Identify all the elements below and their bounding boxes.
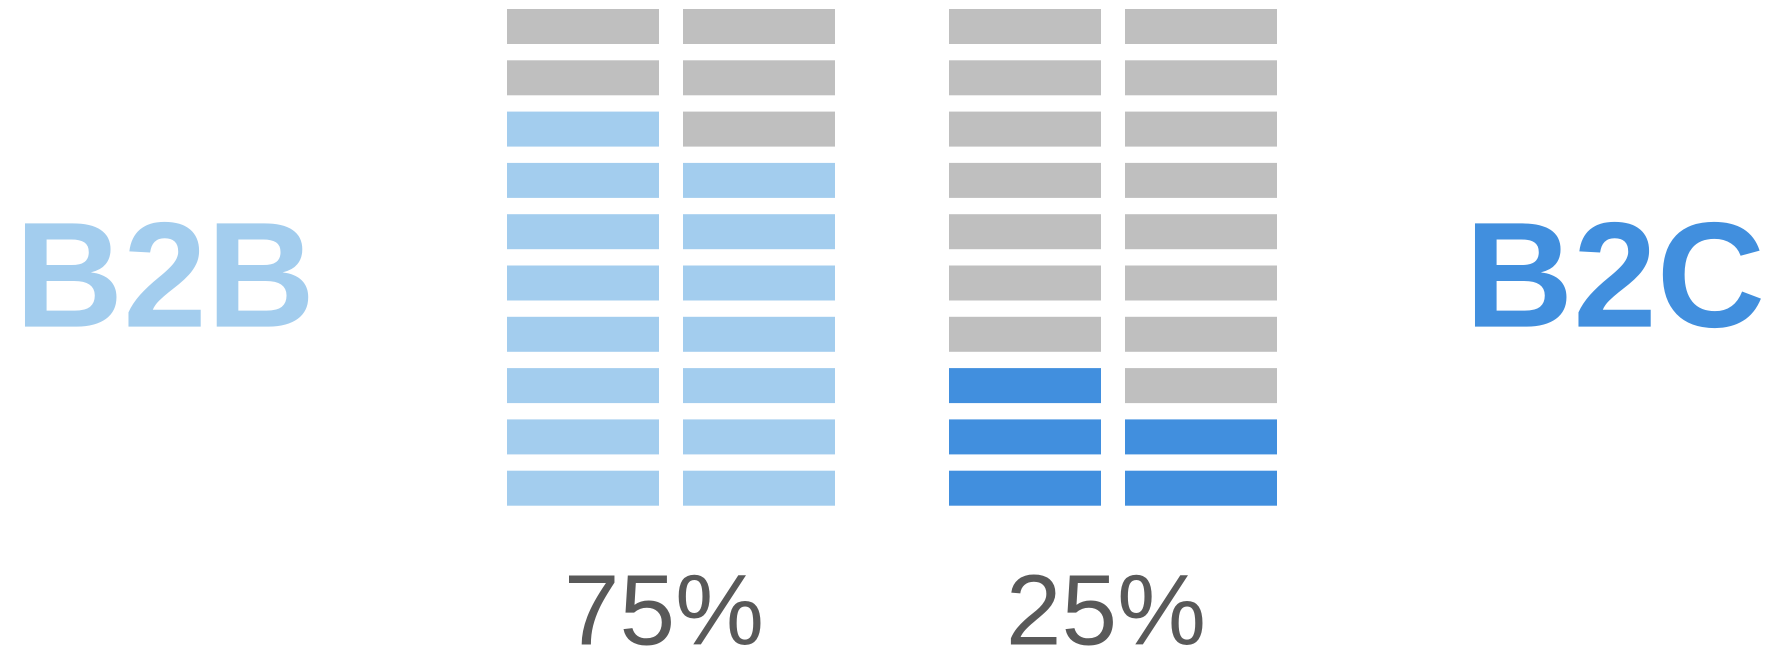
waffle-cell-empty: [683, 9, 835, 44]
waffle-cell-filled: [683, 162, 835, 198]
waffle-cell-filled: [507, 265, 659, 301]
waffle-cell-empty: [949, 162, 1101, 198]
waffle-cell-filled: [683, 470, 835, 506]
series-label: B2C: [1465, 191, 1765, 359]
waffle-cell-empty: [1125, 162, 1277, 198]
waffle-cell-filled: [683, 265, 835, 301]
waffle-cell-filled: [507, 162, 659, 198]
waffle-cell-empty: [507, 9, 659, 44]
waffle-cell-filled: [507, 470, 659, 506]
waffle-cell-filled: [1125, 419, 1277, 455]
waffle-cell-empty: [683, 111, 835, 147]
waffle-cell-empty: [1125, 316, 1277, 352]
waffle-cell-filled: [507, 419, 659, 455]
waffle-cell-empty: [1125, 214, 1277, 250]
waffle-cell-empty: [949, 111, 1101, 147]
waffle-cell-filled: [683, 419, 835, 455]
value-label: 25%: [1006, 554, 1206, 658]
waffle-cell-filled: [683, 316, 835, 352]
waffle-cell-filled: [683, 214, 835, 250]
waffle-cell-filled: [507, 111, 659, 147]
waffle-cell-filled: [507, 214, 659, 250]
waffle-cell-empty: [1125, 60, 1277, 96]
waffle-cell-empty: [1125, 9, 1277, 44]
waffle-cell-filled: [683, 368, 835, 404]
value-label: 75%: [564, 554, 764, 658]
waffle-cell-filled: [1125, 470, 1277, 506]
waffle-cell-empty: [1125, 368, 1277, 404]
waffle-cell-filled: [949, 470, 1101, 506]
waffle-cell-empty: [949, 60, 1101, 96]
waffle-cell-filled: [949, 368, 1101, 404]
waffle-cell-filled: [507, 316, 659, 352]
waffle-cell-empty: [683, 60, 835, 96]
waffle-cell-empty: [1125, 111, 1277, 147]
waffle-cell-empty: [949, 265, 1101, 301]
waffle-cell-empty: [507, 60, 659, 96]
waffle-cell-empty: [949, 316, 1101, 352]
series-label: B2B: [15, 191, 315, 359]
waffle-cell-filled: [507, 368, 659, 404]
waffle-cell-empty: [949, 214, 1101, 250]
waffle-cell-empty: [1125, 265, 1277, 301]
waffle-cell-filled: [949, 419, 1101, 455]
waffle-cell-empty: [949, 9, 1101, 44]
